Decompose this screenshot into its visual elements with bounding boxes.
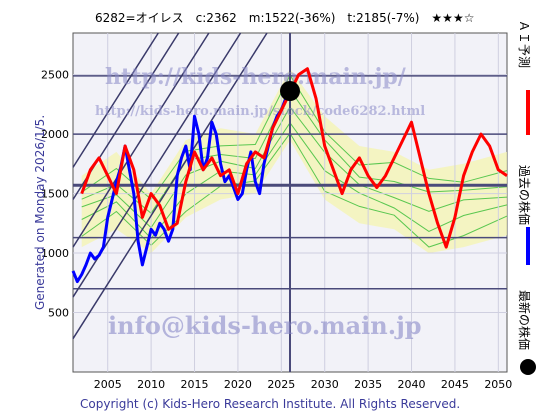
x-tick-label: 2015 [181,378,209,391]
y-tick-label: 1000 [41,247,69,260]
x-tick-label: 2030 [311,378,339,391]
trend-channel-line [72,32,159,168]
x-tick-label: 2025 [267,378,295,391]
latest-price-marker [280,81,300,102]
x-tick-label: 2010 [137,378,165,391]
x-tick-label: 2020 [224,378,252,391]
y-tick-label: 2500 [41,69,69,82]
watermark-url: http://kids-hero.main.jp/ [105,64,407,90]
watermark-url-code: http://kids-hero.main.jp/stock/code6282.… [95,104,425,119]
trend-channel-line [72,32,210,248]
y-tick-label: 1500 [41,188,69,201]
y-tick-label: 500 [48,307,69,320]
series-line-0000ff [71,90,292,284]
x-tick-label: 2050 [484,378,512,391]
legend-ai-label: ＡＩ予測 [517,20,531,68]
y-tick-label: 2000 [41,128,69,141]
legend: ＡＩ予測 過去の株価 最新の株価 [517,20,536,375]
chart-title: 6282=オイレス c:2362 m:1522(-36%) t:2185(-7%… [95,11,474,25]
similar-pattern-band [81,68,507,254]
watermark-email: info@kids-hero.main.jp [108,311,422,340]
legend-latest-label: 最新の株価 [517,290,532,350]
x-tick-label: 2040 [398,378,426,391]
x-tick-label: 2035 [354,378,382,391]
x-tick-label: 2005 [94,378,122,391]
trend-channel-line [72,32,268,340]
x-tick-label: 2045 [441,378,469,391]
y-axis-label: Generated on Monday 2026/1/5. [33,115,47,310]
legend-past-label: 過去の株価 [517,165,532,225]
copyright-text: Copyright (c) Kids-Hero Research Institu… [80,397,460,411]
legend-latest-swatch [520,359,536,375]
